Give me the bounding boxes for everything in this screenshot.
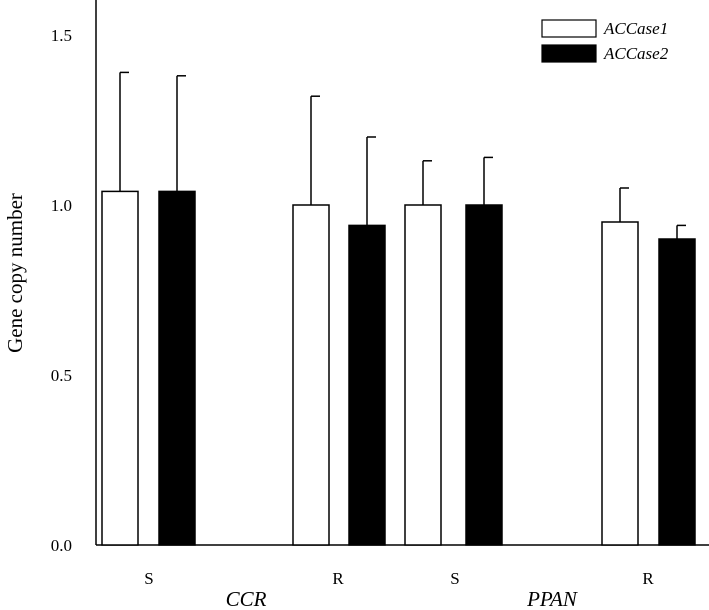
y-axis-title: Gene copy number (3, 193, 27, 353)
legend-label-accase1: ACCase1 (603, 19, 668, 38)
legend-swatch-accase2 (541, 44, 597, 63)
legend-label-accase2: ACCase2 (603, 44, 669, 63)
x-tick-label: R (332, 569, 344, 588)
bar-accase1 (601, 221, 639, 546)
y-tick-label: 1.0 (51, 196, 72, 215)
group-label-ccr: CCR (226, 587, 267, 610)
bar-accase1 (101, 190, 139, 546)
group-label-ppan: PPAN (526, 587, 578, 610)
y-tick-label: 0.0 (51, 536, 72, 555)
y-tick-label: 0.5 (51, 366, 72, 385)
legend: ACCase1 ACCase2 (541, 19, 669, 63)
bar-accase1 (404, 204, 442, 546)
x-tick-label: R (642, 569, 654, 588)
x-tick-label: S (144, 569, 153, 588)
bar-accase2 (465, 204, 503, 546)
bar-accase2 (158, 190, 196, 546)
bar-accase2 (348, 224, 386, 546)
y-tick-label: 1.5 (51, 26, 72, 45)
legend-swatch-accase1 (541, 19, 597, 38)
x-tick-label: S (450, 569, 459, 588)
bar-accase2 (658, 238, 696, 546)
bar-accase1 (292, 204, 330, 546)
bars-layer (101, 71, 696, 546)
